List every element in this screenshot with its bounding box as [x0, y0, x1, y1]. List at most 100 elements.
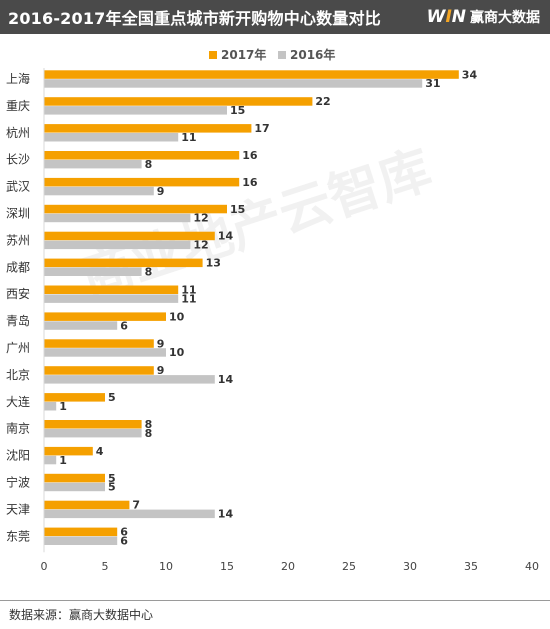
- bar-2017: [44, 420, 142, 429]
- value-label: 1: [59, 400, 67, 413]
- brand-logo: WIN 赢商大数据: [427, 6, 540, 28]
- bar-2017: [44, 258, 203, 268]
- x-tick-label: 30: [403, 560, 417, 573]
- bar-2017: [44, 97, 313, 106]
- bar-2016: [44, 106, 227, 115]
- bar-2016: [44, 321, 118, 330]
- category-label: 沈阳: [6, 448, 30, 463]
- bar-2017: [44, 366, 154, 375]
- value-label: 6: [120, 319, 128, 332]
- x-tick-label: 15: [220, 560, 234, 573]
- bar-2016: [44, 482, 105, 492]
- x-tick-label: 25: [342, 560, 356, 573]
- bar-2016: [44, 428, 142, 438]
- value-label: 5: [108, 472, 116, 485]
- category-label: 深圳: [6, 207, 30, 221]
- logo-text: 赢商大数据: [470, 10, 540, 26]
- value-label: 7: [132, 499, 140, 512]
- legend-swatch-1: [278, 51, 286, 59]
- value-label: 12: [193, 212, 208, 225]
- bar-2017: [44, 500, 130, 510]
- category-label: 武汉: [6, 180, 30, 194]
- category-label: 西安: [6, 286, 30, 301]
- value-label: 9: [157, 337, 165, 350]
- bar-2016: [44, 375, 215, 384]
- bar-2017: [44, 151, 240, 160]
- bar-2016: [44, 455, 57, 465]
- bar-2016: [44, 159, 142, 169]
- bar-2016: [44, 536, 118, 545]
- category-label: 北京: [6, 368, 30, 382]
- category-label: 长沙: [6, 153, 30, 167]
- value-label: 14: [218, 508, 234, 521]
- bar-2017: [44, 312, 166, 321]
- value-label: 15: [230, 203, 245, 216]
- value-label: 9: [157, 185, 165, 198]
- category-label: 广州: [6, 341, 30, 355]
- value-label: 16: [242, 176, 258, 189]
- value-label: 10: [169, 346, 185, 359]
- bar-2016: [44, 294, 179, 303]
- value-label: 14: [218, 373, 234, 386]
- bar-2017: [44, 204, 227, 214]
- value-label: 5: [108, 391, 116, 404]
- bar-2017: [44, 339, 154, 348]
- value-label: 11: [181, 131, 196, 144]
- value-label: 11: [181, 284, 196, 297]
- legend-label-1: 2016年: [290, 47, 335, 62]
- value-label: 14: [218, 230, 234, 243]
- x-tick-label: 5: [102, 560, 109, 573]
- category-label: 青岛: [6, 313, 30, 328]
- value-label: 9: [157, 364, 165, 377]
- bar-2016: [44, 267, 142, 276]
- category-label: 杭州: [6, 125, 30, 140]
- bar-2017: [44, 473, 105, 483]
- bar-2016: [44, 240, 191, 250]
- category-label: 天津: [6, 502, 30, 516]
- value-label: 6: [120, 526, 128, 539]
- value-label: 8: [145, 266, 153, 279]
- bar-2016: [44, 186, 154, 196]
- bar-2016: [44, 133, 179, 142]
- chart-header: 2016-2017年全国重点城市新开购物中心数量对比 WIN 赢商大数据: [0, 0, 550, 34]
- value-label: 6: [120, 535, 128, 548]
- bar-2017: [44, 70, 459, 79]
- bar-2016: [44, 509, 215, 519]
- source-divider: [0, 600, 550, 601]
- value-label: 15: [230, 104, 245, 117]
- legend-label-0: 2017年: [221, 47, 266, 62]
- category-label: 成都: [6, 260, 30, 274]
- category-label: 南京: [6, 421, 30, 436]
- bar-2017: [44, 177, 240, 187]
- x-tick-label: 0: [41, 560, 48, 573]
- category-label: 上海: [6, 71, 30, 86]
- bar-2016: [44, 402, 57, 411]
- chart-title: 2016-2017年全国重点城市新开购物中心数量对比: [8, 9, 381, 28]
- category-label: 东莞: [6, 529, 30, 543]
- value-label: 13: [206, 257, 221, 270]
- value-label: 17: [254, 122, 269, 135]
- logo-mark: WIN: [426, 7, 466, 27]
- bar-2017: [44, 446, 93, 456]
- bar-2017: [44, 231, 215, 241]
- category-label: 大连: [6, 394, 30, 409]
- bar-2017: [44, 124, 252, 133]
- value-label: 34: [462, 68, 478, 81]
- value-label: 8: [145, 158, 153, 171]
- value-label: 8: [145, 427, 153, 440]
- x-tick-label: 35: [464, 560, 478, 573]
- bar-2017: [44, 393, 105, 402]
- x-tick-label: 40: [525, 560, 539, 573]
- source-note: 数据来源：赢商大数据中心: [9, 608, 154, 622]
- category-label: 重庆: [6, 99, 30, 113]
- value-label: 10: [169, 310, 185, 323]
- bar-2017: [44, 527, 118, 537]
- value-label: 1: [59, 454, 67, 467]
- value-label: 22: [315, 95, 330, 108]
- value-label: 5: [108, 481, 116, 494]
- x-tick-label: 10: [159, 560, 173, 573]
- value-label: 16: [242, 149, 258, 162]
- bar-2017: [44, 285, 179, 294]
- legend-swatch-0: [209, 51, 217, 59]
- value-label: 4: [96, 445, 104, 458]
